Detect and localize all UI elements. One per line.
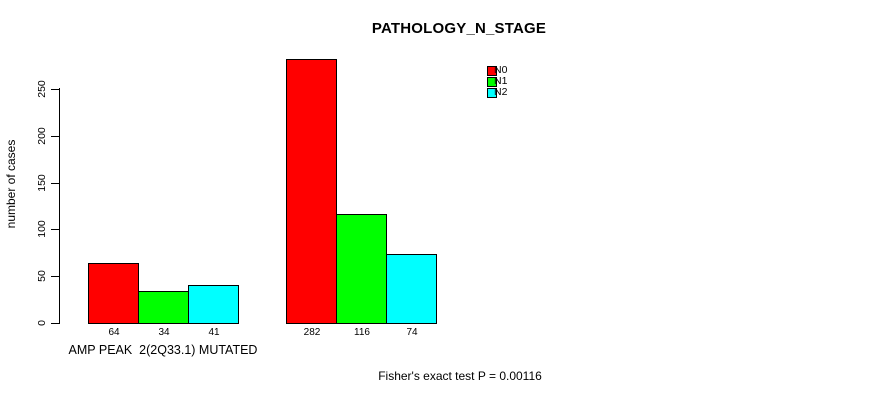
legend-label-n1: N1 (494, 75, 508, 87)
y-axis-tick (51, 229, 60, 230)
bar-value-label: 116 (354, 327, 370, 338)
y-axis-tick (51, 136, 60, 137)
y-axis-tick-label: 100 (36, 220, 48, 238)
bar-value-label: 41 (208, 327, 220, 338)
y-axis-tick-label: 250 (36, 80, 48, 98)
bar-value-label: 34 (158, 327, 170, 338)
legend-swatch-n0 (487, 65, 497, 76)
y-axis-tick (51, 323, 60, 324)
legend-swatch-n1 (487, 76, 497, 87)
x-axis-category-label: AMP PEAK 2(2Q33.1) MUTATED (68, 343, 258, 357)
y-axis-tick-label: 150 (36, 174, 48, 192)
bar-n2-group1 (188, 285, 239, 324)
bar-n2-group2 (386, 254, 437, 324)
bar-value-label: 282 (303, 327, 321, 338)
bar-n0-group1 (88, 263, 139, 324)
bar-n1-group2 (336, 214, 387, 324)
y-axis-tick-label: 50 (36, 270, 48, 282)
fisher-test-annotation: Fisher's exact test P = 0.00116 (378, 369, 542, 383)
y-axis-tick-label: 0 (36, 320, 48, 326)
bar-n0-group2 (286, 59, 337, 324)
y-axis-tick-label: 200 (36, 127, 48, 145)
legend: N0 N1 N2 (487, 65, 567, 105)
legend-label-n0: N0 (494, 64, 508, 76)
bar-n1-group1 (138, 291, 189, 324)
y-axis-tick (51, 183, 60, 184)
y-axis-tick (51, 276, 60, 277)
bar-value-label: 74 (406, 327, 418, 338)
legend-swatch-n2 (487, 87, 497, 98)
y-axis-line (59, 88, 60, 324)
y-axis-tick (51, 89, 60, 90)
bar-value-label: 64 (108, 327, 120, 338)
legend-label-n2: N2 (494, 86, 508, 98)
chart-title: PATHOLOGY_N_STAGE (371, 20, 547, 37)
